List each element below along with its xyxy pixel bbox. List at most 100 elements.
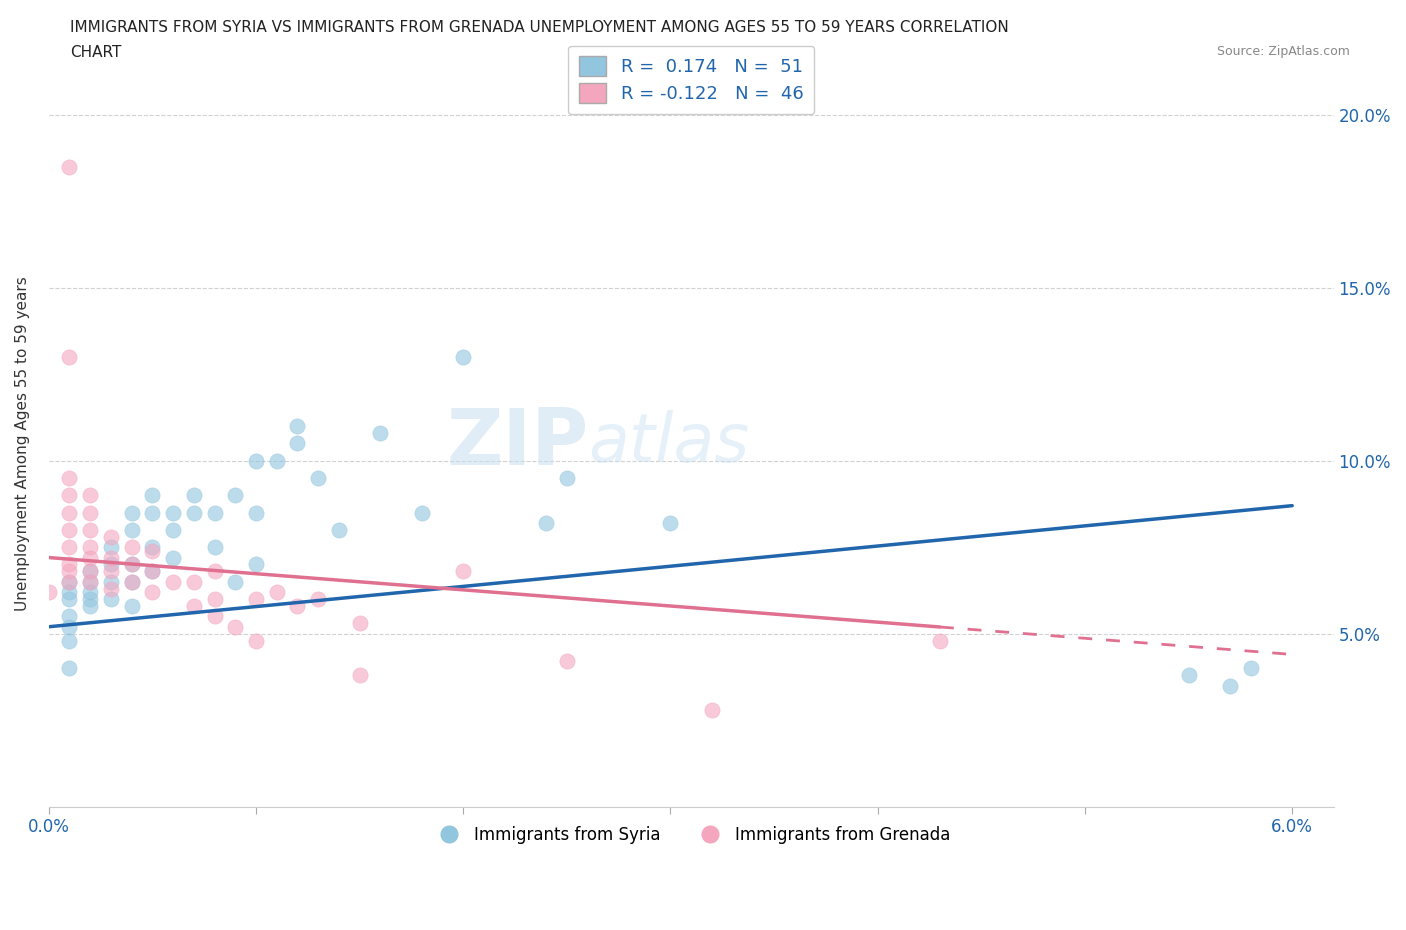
Point	[58, 575, 80, 590]
Point	[100, 575, 122, 590]
Point	[162, 551, 184, 565]
Point	[121, 599, 143, 614]
Point	[79, 488, 101, 503]
Point	[183, 575, 205, 590]
Point	[38, 585, 60, 600]
Point	[58, 661, 80, 676]
Point	[100, 591, 122, 606]
Point	[121, 539, 143, 554]
Point	[79, 591, 101, 606]
Point	[204, 539, 226, 554]
Text: atlas: atlas	[588, 410, 749, 476]
Point	[1240, 661, 1263, 676]
Point	[79, 585, 101, 600]
Point	[183, 505, 205, 520]
Y-axis label: Unemployment Among Ages 55 to 59 years: Unemployment Among Ages 55 to 59 years	[15, 276, 30, 611]
Point	[141, 505, 163, 520]
Point	[141, 564, 163, 578]
Point	[928, 633, 950, 648]
Point	[1177, 668, 1199, 683]
Point	[79, 551, 101, 565]
Text: IMMIGRANTS FROM SYRIA VS IMMIGRANTS FROM GRENADA UNEMPLOYMENT AMONG AGES 55 TO 5: IMMIGRANTS FROM SYRIA VS IMMIGRANTS FROM…	[70, 20, 1010, 35]
Point	[100, 539, 122, 554]
Point	[58, 591, 80, 606]
Point	[121, 575, 143, 590]
Point	[58, 539, 80, 554]
Point	[100, 529, 122, 544]
Point	[58, 159, 80, 174]
Point	[58, 585, 80, 600]
Text: Source: ZipAtlas.com: Source: ZipAtlas.com	[1216, 45, 1350, 58]
Point	[79, 575, 101, 590]
Point	[162, 523, 184, 538]
Point	[58, 633, 80, 648]
Point	[121, 575, 143, 590]
Point	[79, 523, 101, 538]
Point	[266, 453, 288, 468]
Point	[58, 575, 80, 590]
Point	[58, 619, 80, 634]
Point	[451, 564, 474, 578]
Point	[58, 505, 80, 520]
Point	[245, 591, 267, 606]
Point	[58, 488, 80, 503]
Point	[58, 564, 80, 578]
Point	[58, 609, 80, 624]
Point	[141, 488, 163, 503]
Point	[287, 418, 309, 433]
Point	[79, 539, 101, 554]
Point	[287, 436, 309, 451]
Point	[555, 471, 578, 485]
Point	[141, 539, 163, 554]
Point	[245, 557, 267, 572]
Point	[58, 350, 80, 365]
Point	[79, 599, 101, 614]
Point	[370, 426, 392, 441]
Point	[224, 619, 246, 634]
Point	[58, 557, 80, 572]
Point	[100, 557, 122, 572]
Point	[204, 609, 226, 624]
Point	[121, 505, 143, 520]
Point	[287, 599, 309, 614]
Point	[349, 668, 371, 683]
Point	[121, 557, 143, 572]
Point	[534, 515, 557, 530]
Point	[245, 633, 267, 648]
Point	[224, 575, 246, 590]
Point	[100, 551, 122, 565]
Point	[451, 350, 474, 365]
Point	[307, 471, 329, 485]
Text: ZIP: ZIP	[446, 405, 588, 482]
Point	[58, 523, 80, 538]
Point	[100, 564, 122, 578]
Point	[58, 471, 80, 485]
Text: CHART: CHART	[70, 45, 122, 60]
Point	[79, 575, 101, 590]
Point	[162, 505, 184, 520]
Point	[349, 616, 371, 631]
Point	[141, 585, 163, 600]
Point	[700, 702, 723, 717]
Point	[183, 488, 205, 503]
Point	[224, 488, 246, 503]
Point	[183, 599, 205, 614]
Point	[659, 515, 682, 530]
Point	[79, 564, 101, 578]
Point	[162, 575, 184, 590]
Point	[100, 581, 122, 596]
Point	[204, 591, 226, 606]
Point	[79, 505, 101, 520]
Point	[1219, 678, 1241, 693]
Point	[204, 564, 226, 578]
Point	[79, 564, 101, 578]
Point	[141, 564, 163, 578]
Point	[411, 505, 433, 520]
Point	[266, 585, 288, 600]
Point	[141, 543, 163, 558]
Point	[328, 523, 350, 538]
Point	[555, 654, 578, 669]
Point	[307, 591, 329, 606]
Point	[204, 505, 226, 520]
Point	[121, 523, 143, 538]
